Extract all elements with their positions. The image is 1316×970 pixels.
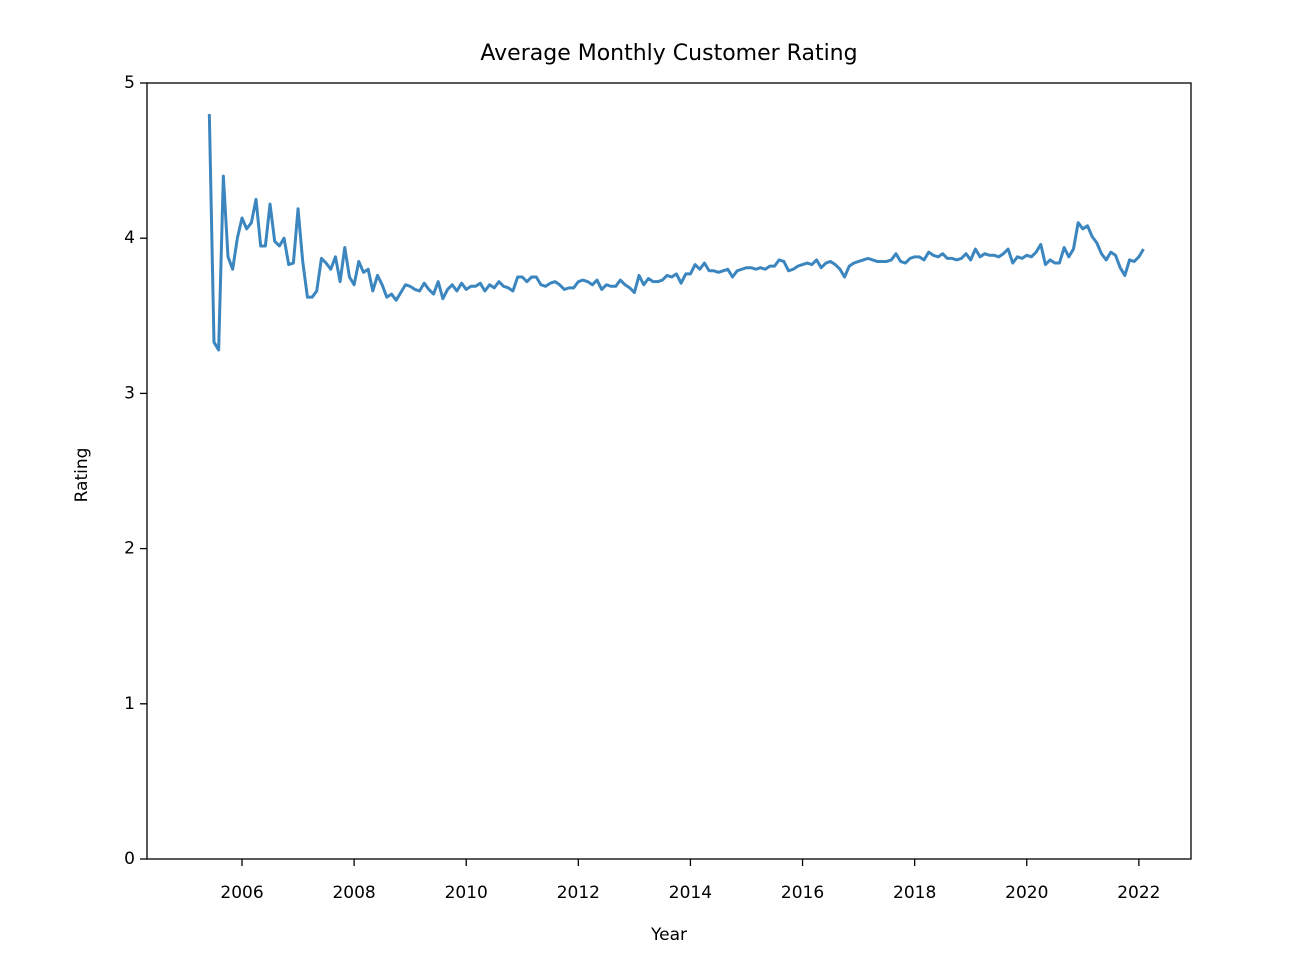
y-tick-label: 3 [124, 383, 135, 403]
y-tick-label: 4 [124, 228, 135, 248]
y-tick-label: 2 [124, 539, 135, 559]
x-tick-label: 2018 [893, 883, 936, 903]
x-tick-label: 2006 [220, 883, 263, 903]
x-tick-label: 2016 [781, 883, 824, 903]
y-tick-label: 0 [124, 849, 135, 869]
y-tick-label: 5 [124, 73, 135, 93]
x-tick-label: 2022 [1117, 883, 1160, 903]
x-tick-label: 2020 [1005, 883, 1048, 903]
x-tick-label: 2012 [557, 883, 600, 903]
y-tick-label: 1 [124, 694, 135, 714]
x-tick-label: 2008 [332, 883, 375, 903]
data-line [207, 114, 1145, 352]
y-axis-label: Rating [72, 448, 92, 503]
chart-title: Average Monthly Customer Rating [480, 41, 857, 66]
x-tick-label: 2014 [669, 883, 712, 903]
x-tick-label: 2010 [445, 883, 488, 903]
x-axis-label: Year [650, 925, 687, 945]
plot-frame [146, 82, 1192, 860]
